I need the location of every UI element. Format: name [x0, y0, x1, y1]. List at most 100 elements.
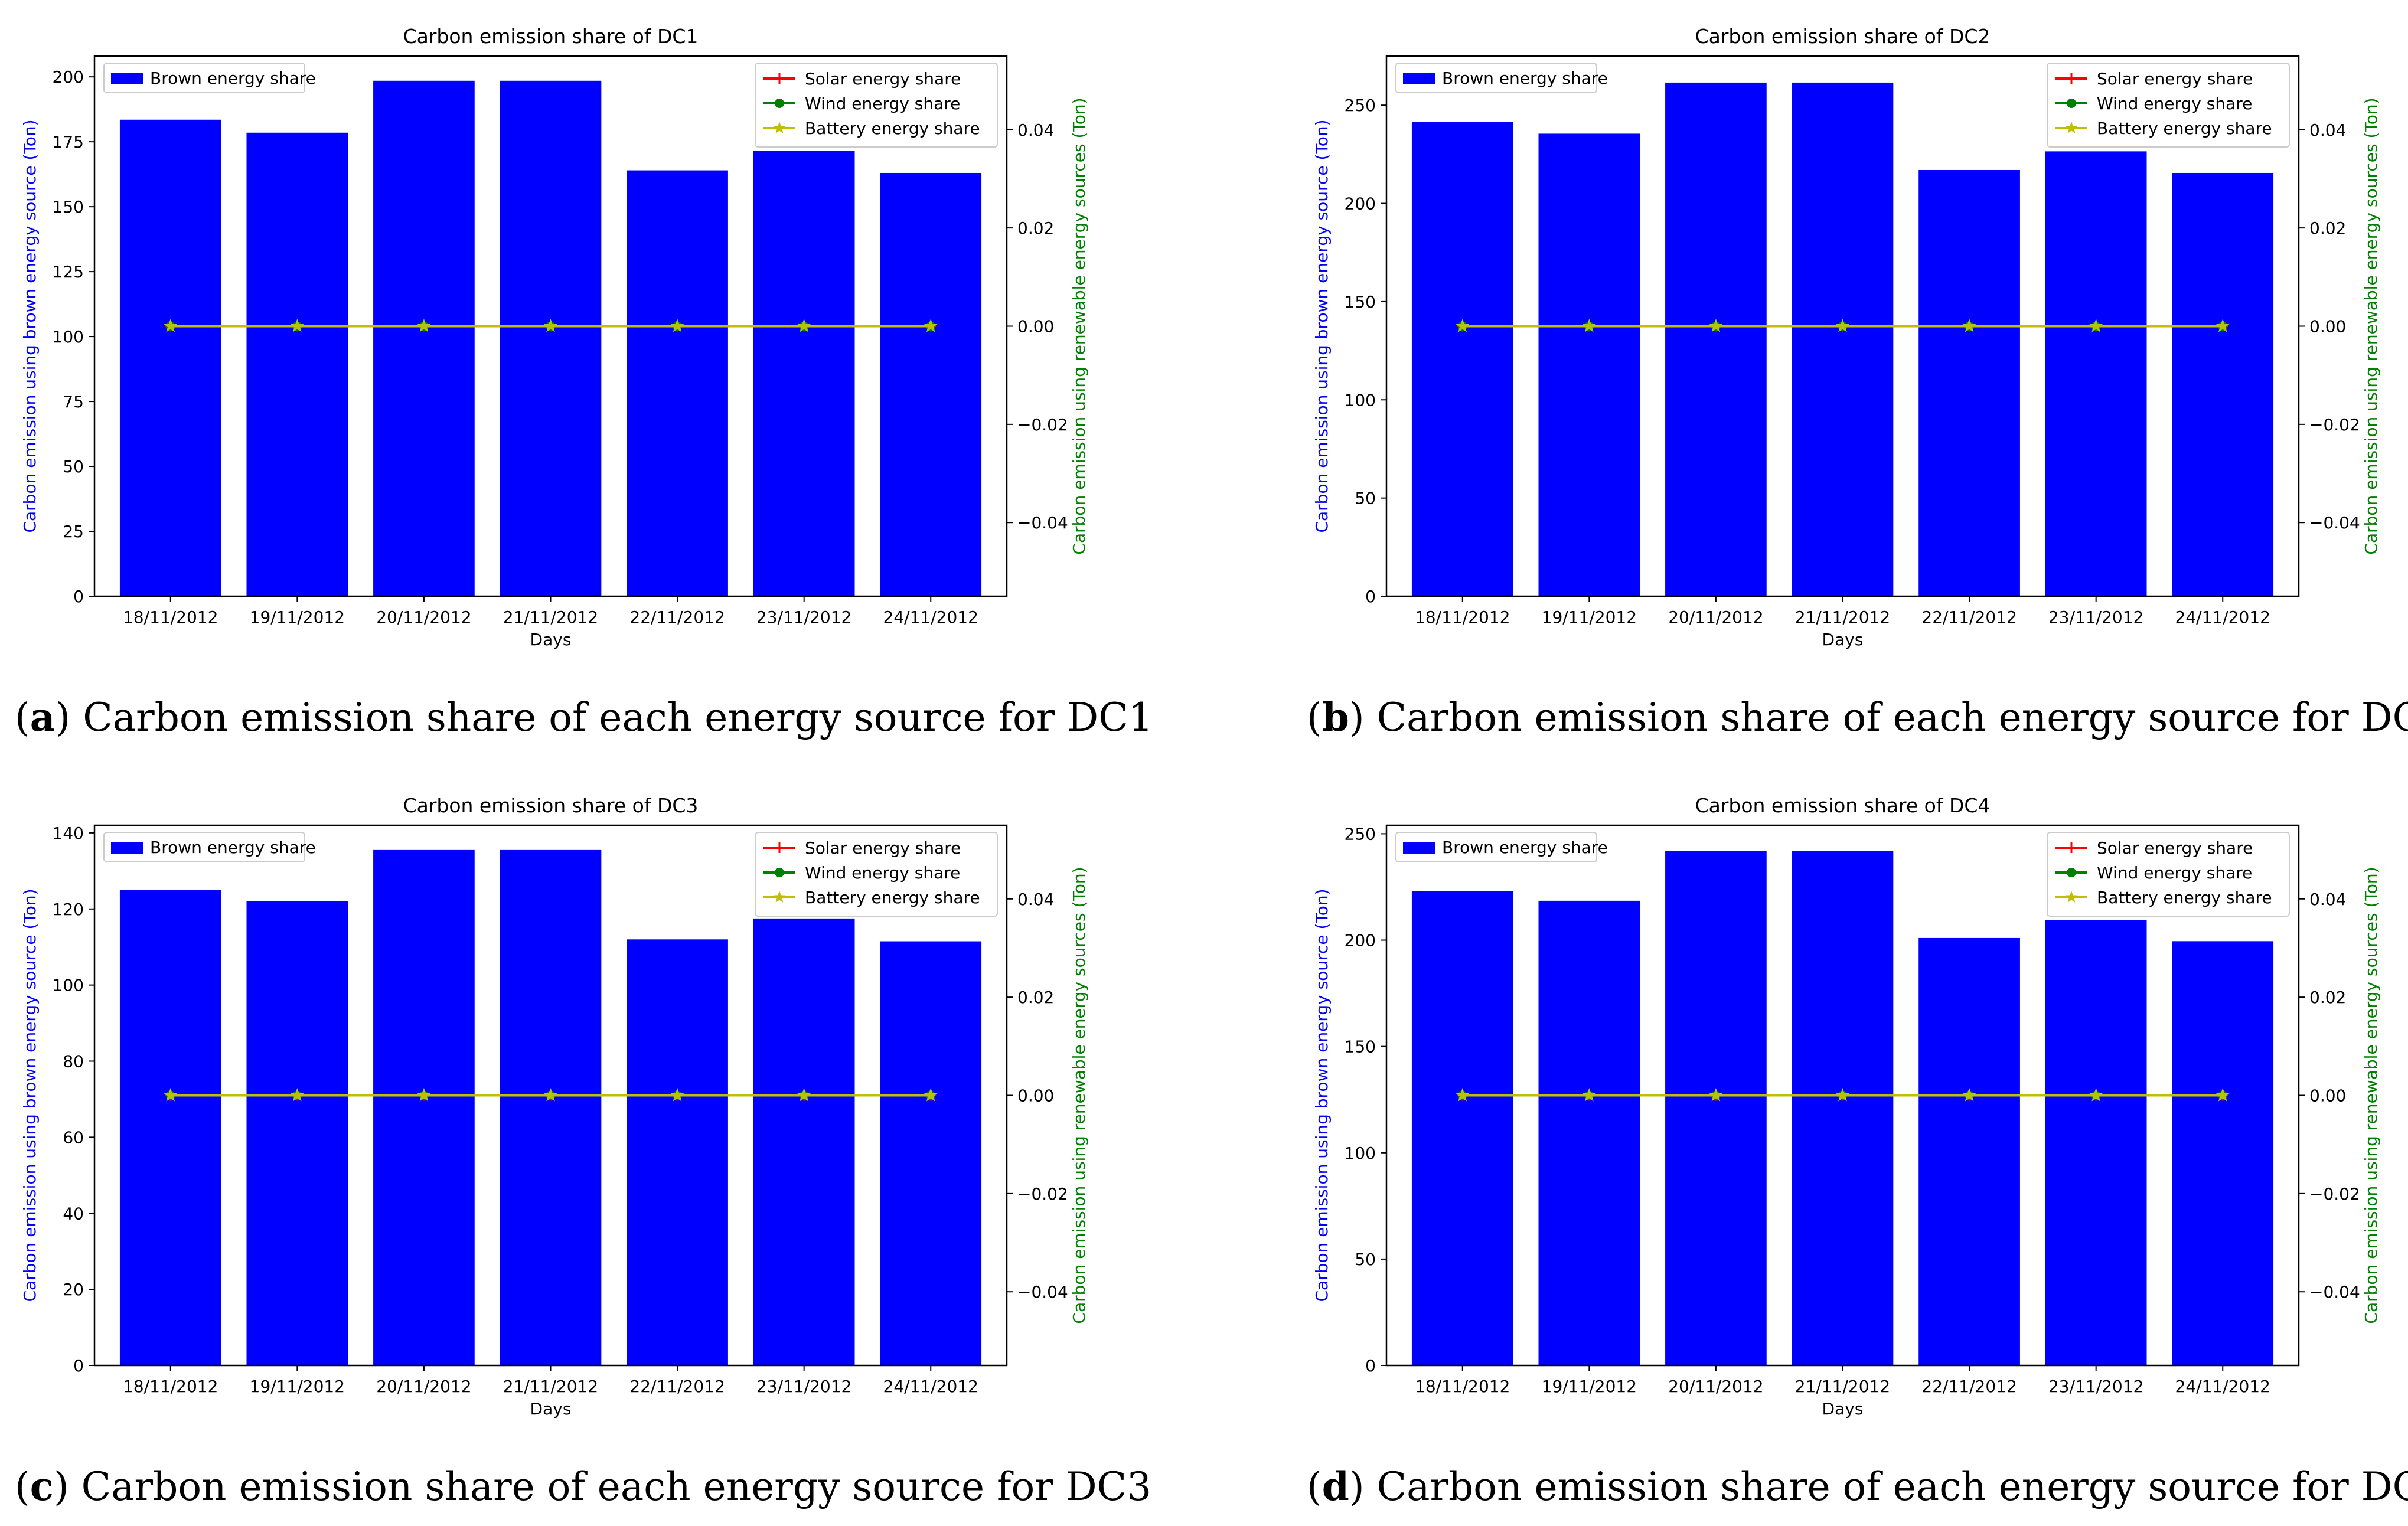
legend-marker-solar [2066, 73, 2077, 84]
bar [1411, 891, 1513, 1365]
bar [119, 890, 221, 1365]
bar [1918, 937, 2020, 1365]
legend-label-battery: Battery energy share [2097, 888, 2272, 907]
battery-marker [1582, 1088, 1597, 1102]
x-axis-label: Days [1822, 1399, 1864, 1419]
legend-marker-battery [2065, 122, 2078, 133]
legend-label-brown: Brown energy share [1442, 838, 1608, 857]
y-tick-label: 150 [1345, 292, 1376, 312]
y-tick-label: 140 [53, 824, 84, 843]
caption-body: ) Carbon emission share of each energy s… [54, 1464, 1151, 1509]
y-tick-label: 200 [53, 67, 84, 87]
y-tick-label: 50 [1355, 1250, 1376, 1269]
chart-title: Carbon emission share of DC3 [403, 794, 699, 817]
y-tick-label: 75 [63, 392, 84, 411]
y-tick-label: 80 [63, 1052, 84, 1071]
x-tick-label: 22/11/2012 [1921, 1377, 2017, 1396]
figure-caption: (a) Carbon emission share of each energy… [15, 694, 1153, 740]
y2-axis-label: Carbon emission using renewable energy s… [1069, 867, 1089, 1324]
legend-marker-wind [775, 99, 784, 108]
chart-title: Carbon emission share of DC2 [1695, 25, 1991, 48]
y-tick-label: 250 [1345, 96, 1376, 115]
y2-tick-label: 0.02 [2309, 988, 2346, 1007]
y-tick-label: 100 [1345, 1143, 1376, 1163]
x-tick-label: 23/11/2012 [756, 1377, 851, 1396]
bar [1792, 82, 1894, 597]
legend-label-solar: Solar energy share [805, 838, 961, 858]
caption-paren: ( [1307, 695, 1322, 740]
caption-letter: b [1322, 694, 1349, 740]
bar [627, 939, 728, 1365]
figure-caption: (c) Carbon emission share of each energy… [15, 1463, 1151, 1509]
legend-label-wind: Wind energy share [805, 863, 960, 883]
x-tick-label: 18/11/2012 [123, 607, 218, 627]
x-tick-label: 20/11/2012 [1668, 607, 1763, 627]
x-tick-label: 18/11/2012 [1415, 607, 1510, 627]
battery-marker [417, 1088, 431, 1102]
y-tick-label: 250 [1345, 824, 1376, 844]
legend-box-left [103, 832, 305, 862]
battery-marker [2089, 319, 2103, 332]
battery-marker [670, 319, 684, 332]
legend-label-solar: Solar energy share [805, 69, 961, 89]
bar [627, 170, 728, 596]
legend-swatch-brown [111, 73, 143, 84]
figure-caption: (d) Carbon emission share of each energy… [1307, 1463, 2408, 1509]
chart-panel-a: Carbon emission share of DC1 0 25 50 75 100 12… [15, 25, 1153, 740]
y-axis-label: Carbon emission using brown energy sourc… [1312, 119, 1332, 532]
legend-label-brown: Brown energy share [1442, 68, 1608, 88]
x-tick-label: 22/11/2012 [1921, 607, 2017, 627]
y2-tick-label: 0.00 [1017, 1086, 1054, 1106]
legend-swatch-brown [1403, 73, 1435, 84]
bar [1411, 122, 1513, 596]
x-axis-label: Days [530, 1399, 572, 1419]
caption-body: ) Carbon emission share of each energy s… [1349, 695, 2408, 740]
y-axis-label: Carbon emission using brown energy sourc… [20, 888, 40, 1302]
y2-tick-label: 0.04 [1017, 120, 1054, 140]
figure-caption: (b) Carbon emission share of each energy… [1307, 694, 2408, 740]
y-tick-label: 125 [53, 262, 84, 282]
battery-marker [290, 319, 305, 332]
y2-tick-label: 0.02 [2309, 218, 2346, 238]
bar [1665, 82, 1767, 597]
legend-marker-wind [2067, 868, 2076, 877]
legend-box-left [1395, 63, 1597, 93]
y2-tick-label: 0.04 [2309, 120, 2346, 140]
x-tick-label: 23/11/2012 [2048, 607, 2143, 627]
x-tick-label: 19/11/2012 [1542, 607, 1637, 627]
bar [373, 80, 475, 597]
x-tick-label: 21/11/2012 [503, 1377, 598, 1396]
chart-panel-d: Carbon emission share of DC4 0 50 100 150 200… [1307, 794, 2408, 1509]
bar [1918, 169, 2020, 597]
legend-label-brown: Brown energy share [150, 838, 316, 857]
y2-tick-label: 0.00 [1017, 317, 1054, 336]
caption-body: ) Carbon emission share of each energy s… [1349, 1464, 2408, 1509]
y2-tick-label: 0.04 [1017, 890, 1054, 909]
caption-paren: ( [1307, 1464, 1322, 1509]
caption-letter: a [30, 694, 56, 740]
x-tick-label: 22/11/2012 [629, 607, 725, 627]
battery-marker [670, 1088, 684, 1102]
y-tick-label: 50 [63, 457, 84, 476]
y-tick-label: 0 [1365, 587, 1376, 606]
x-tick-label: 19/11/2012 [1542, 1377, 1637, 1396]
legend-marker-solar [774, 842, 785, 853]
bar [753, 918, 855, 1365]
battery-marker [543, 1088, 558, 1102]
battery-marker [543, 319, 558, 332]
bar [500, 80, 602, 597]
y-tick-label: 40 [63, 1204, 84, 1223]
battery-marker [797, 1088, 811, 1102]
legend-box-left [1395, 832, 1597, 862]
legend-label-battery: Battery energy share [805, 119, 980, 138]
battery-marker [1455, 319, 1470, 332]
legend-label-solar: Solar energy share [2097, 838, 2253, 858]
bar [880, 941, 982, 1365]
bar [1792, 851, 1894, 1365]
battery-marker [290, 1088, 305, 1102]
legend-swatch-brown [1403, 842, 1435, 854]
bar [119, 119, 221, 596]
legend-marker-solar [774, 73, 785, 84]
caption-paren: ( [15, 695, 30, 740]
legend-label-solar: Solar energy share [2097, 69, 2253, 89]
